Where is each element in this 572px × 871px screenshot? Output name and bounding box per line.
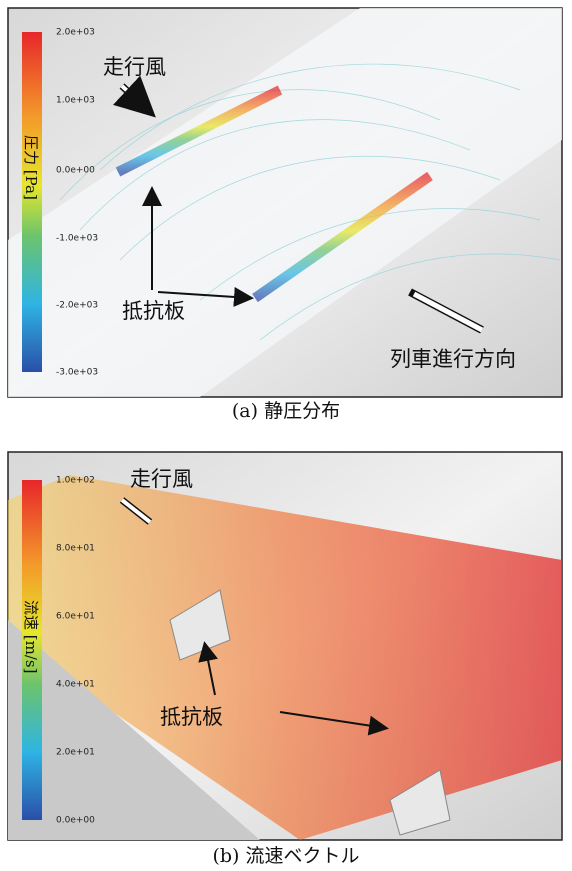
colorbar-tick: 1.0e+02: [56, 476, 95, 486]
panel-b: 流速 [m/s] 1.0e+02 8.0e+01 6.0e+01 4.0e+01…: [8, 452, 562, 840]
colorbar-tick: 0.0e+00: [56, 816, 95, 826]
annotation: 走行風: [103, 55, 166, 79]
annotation: 列車進行方向: [390, 347, 516, 371]
colorbar-tick: 8.0e+01: [56, 544, 95, 554]
colorbar-tick: -1.0e+03: [56, 234, 98, 244]
colorbar-tick: 2.0e+01: [56, 748, 95, 758]
caption: (b) 流速ベクトル: [212, 845, 359, 867]
colorbar-label: 圧力 [Pa]: [22, 135, 40, 200]
annotation: 抵抗板: [122, 299, 185, 323]
colorbar: [22, 32, 42, 372]
colorbar-tick: 6.0e+01: [56, 612, 95, 622]
panel-a: 圧力 [Pa] 2.0e+03 1.0e+03 0.0e+00 -1.0e+03…: [8, 8, 562, 397]
colorbar-tick: 4.0e+01: [56, 680, 95, 690]
colorbar-tick: -2.0e+03: [56, 301, 98, 311]
figure: 圧力 [Pa] 2.0e+03 1.0e+03 0.0e+00 -1.0e+03…: [0, 0, 572, 871]
colorbar-tick: -3.0e+03: [56, 368, 98, 378]
annotation: 走行風: [130, 467, 193, 491]
colorbar-tick: 0.0e+00: [56, 166, 95, 176]
colorbar-tick: 2.0e+03: [56, 28, 95, 38]
annotation: 抵抗板: [160, 705, 223, 729]
colorbar-tick: 1.0e+03: [56, 96, 95, 106]
caption: (a) 静圧分布: [232, 400, 340, 422]
colorbar-label: 流速 [m/s]: [22, 600, 40, 673]
